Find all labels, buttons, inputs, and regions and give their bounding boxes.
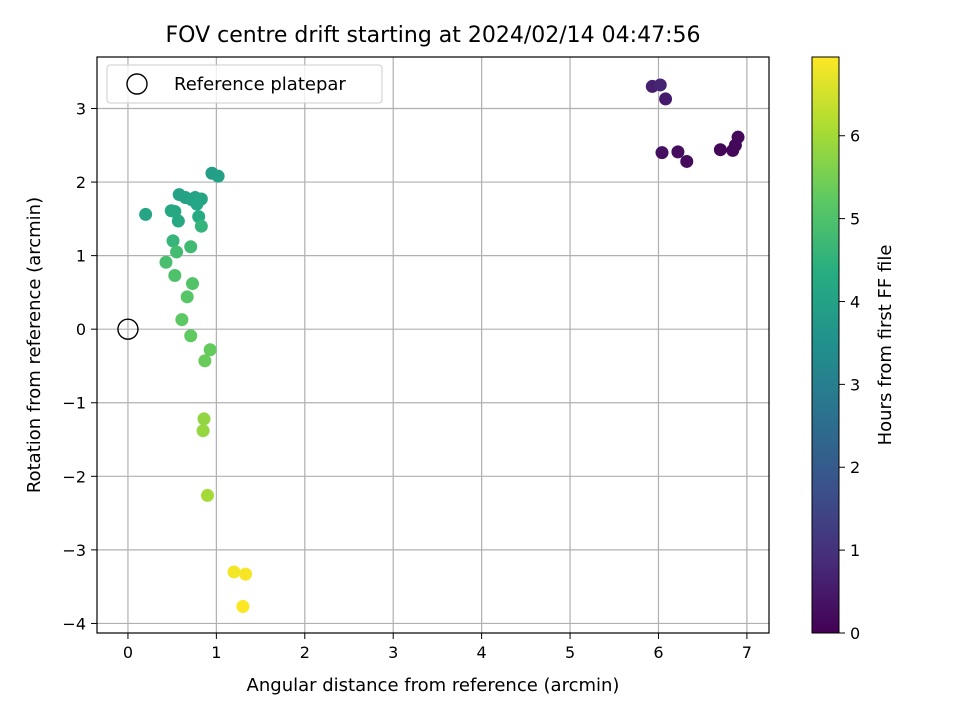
data-point xyxy=(653,78,667,92)
x-tick-label: 0 xyxy=(123,643,133,662)
data-point xyxy=(194,219,208,233)
x-tick-label: 6 xyxy=(653,643,663,662)
colorbar-tick-label: 1 xyxy=(850,541,860,560)
colorbar-label: Hours from first FF file xyxy=(875,245,896,446)
y-tick-label: 3 xyxy=(76,99,86,118)
x-tick-label: 3 xyxy=(388,643,398,662)
x-tick-label: 2 xyxy=(300,643,310,662)
data-point xyxy=(197,412,211,426)
data-point xyxy=(166,234,180,248)
colorbar-tick-label: 6 xyxy=(850,127,860,146)
data-point xyxy=(198,354,212,368)
data-point xyxy=(713,143,727,157)
grid-lines xyxy=(97,57,769,633)
colorbar-tick-label: 0 xyxy=(850,624,860,643)
data-point xyxy=(659,92,673,106)
data-point xyxy=(170,245,184,259)
data-point xyxy=(175,313,189,327)
chart-title: FOV centre drift starting at 2024/02/14 … xyxy=(166,23,701,48)
y-tick-label: 2 xyxy=(76,173,86,192)
data-point xyxy=(180,290,194,304)
data-point xyxy=(171,214,185,228)
y-tick-label: 0 xyxy=(76,320,86,339)
data-point xyxy=(139,207,153,221)
data-point xyxy=(236,600,250,614)
data-point xyxy=(655,146,669,160)
data-point xyxy=(671,145,685,159)
axis-ticks: 0 1 2 3 4 5 6 7 −4 −3 −2 −1 0 1 2 3 xyxy=(62,99,752,662)
x-tick-label: 4 xyxy=(477,643,487,662)
colorbar-tick-label: 3 xyxy=(850,375,860,394)
x-tick-label: 7 xyxy=(742,643,752,662)
data-point xyxy=(190,197,204,211)
data-point xyxy=(184,240,198,254)
x-tick-label: 5 xyxy=(565,643,575,662)
data-point xyxy=(168,268,182,282)
legend-entry-reference: Reference platepar xyxy=(174,74,346,95)
colorbar-tick-label: 5 xyxy=(850,210,860,229)
data-point xyxy=(731,130,745,144)
data-point xyxy=(185,277,199,291)
data-points xyxy=(117,78,745,614)
y-tick-label: −1 xyxy=(62,394,86,413)
data-point xyxy=(201,488,215,502)
y-axis-label: Rotation from reference (arcmin) xyxy=(24,197,45,493)
legend-marker-reference xyxy=(126,73,148,95)
data-point xyxy=(159,255,173,269)
colorbar: 0 1 2 3 4 5 6 Hours from first FF file xyxy=(811,56,896,643)
y-tick-label: −3 xyxy=(62,541,86,560)
data-point xyxy=(211,169,225,183)
data-point xyxy=(239,567,253,581)
colorbar-ticks: 0 1 2 3 4 5 6 xyxy=(839,127,860,643)
legend-box xyxy=(106,64,383,104)
data-point xyxy=(680,154,694,168)
colorbar-tick-label: 2 xyxy=(850,458,860,477)
y-tick-label: −4 xyxy=(62,614,86,633)
x-tick-label: 1 xyxy=(211,643,221,662)
plot-frame xyxy=(96,56,770,634)
legend: Reference platepar xyxy=(106,64,383,104)
data-point xyxy=(227,565,241,579)
x-axis-label: Angular distance from reference (arcmin) xyxy=(247,675,620,696)
colorbar-tick-label: 4 xyxy=(850,292,860,311)
data-point xyxy=(196,424,210,438)
y-tick-label: −2 xyxy=(62,467,86,486)
reference-platepar-marker xyxy=(117,318,139,340)
colorbar-gradient xyxy=(811,56,840,634)
data-point xyxy=(203,343,217,357)
y-tick-label: 1 xyxy=(76,247,86,266)
data-point xyxy=(184,329,198,343)
